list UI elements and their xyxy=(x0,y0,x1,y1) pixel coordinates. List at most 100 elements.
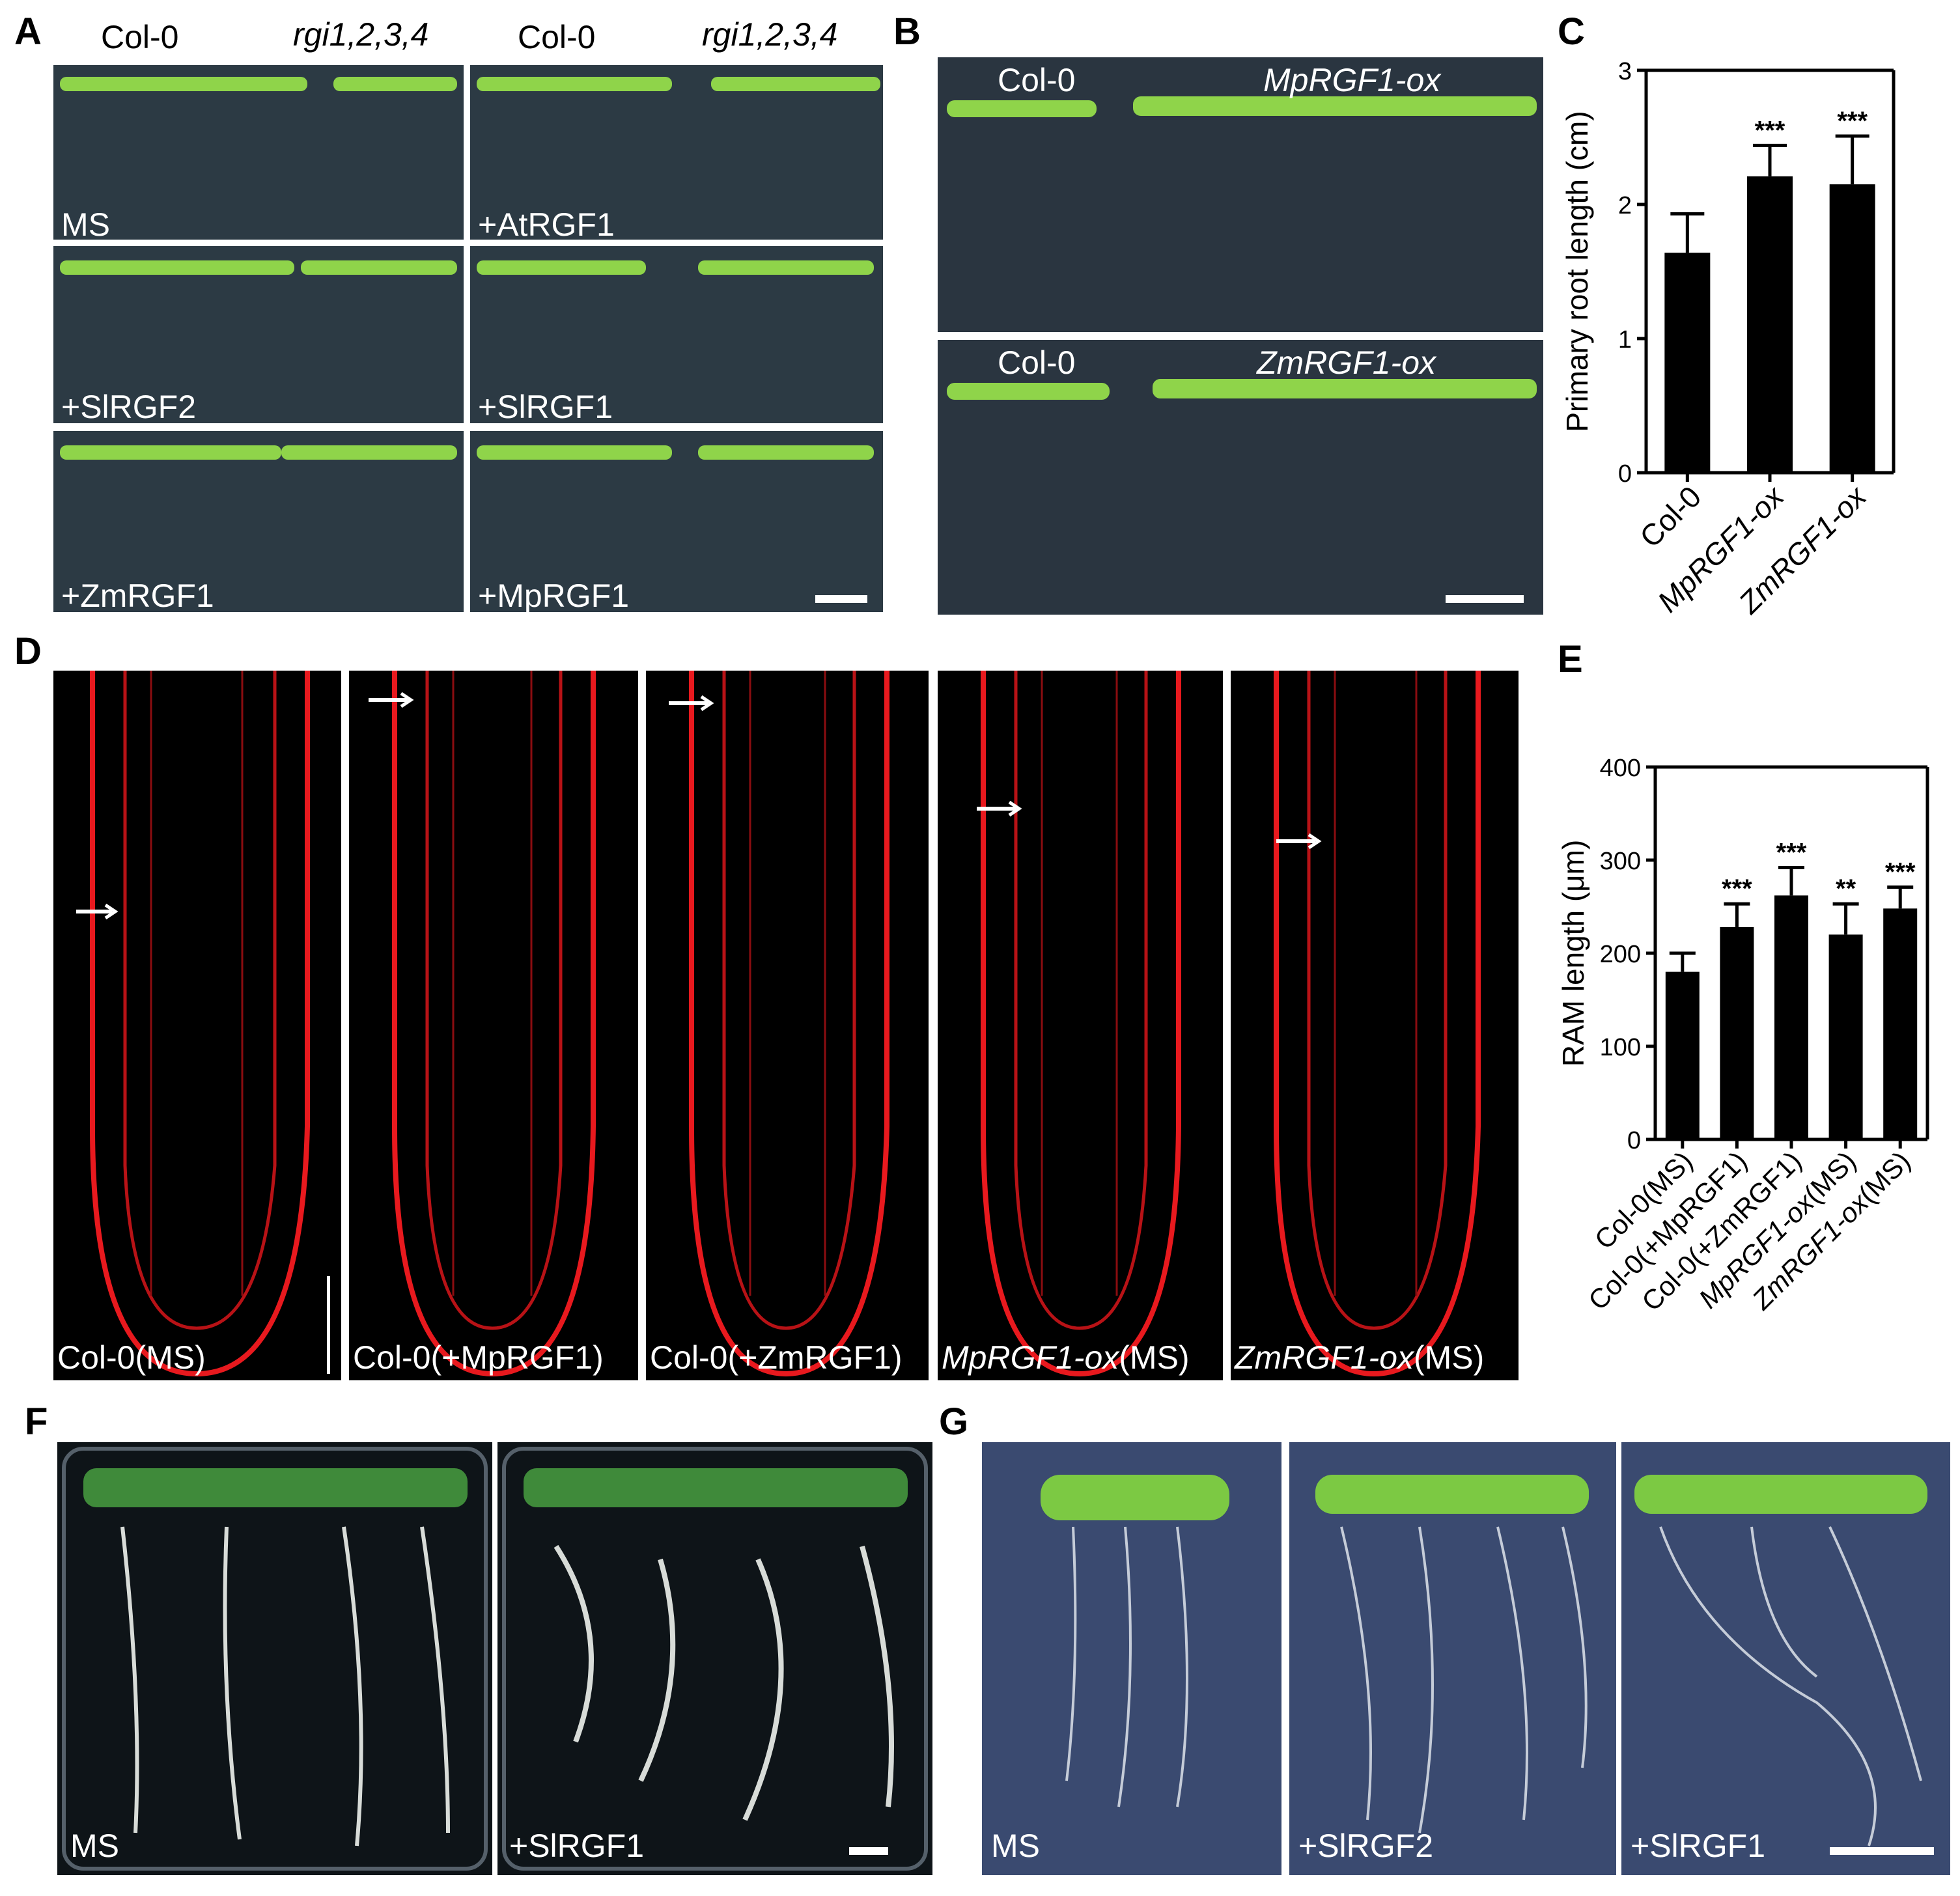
significance-label: *** xyxy=(1722,874,1752,903)
seedling-drawing xyxy=(477,445,874,460)
scale-bar xyxy=(1446,595,1524,603)
panel-label: E xyxy=(1558,638,1583,680)
bar xyxy=(1665,971,1700,1139)
panel-a-label-mprgf1: +MpRGF1 xyxy=(478,578,630,612)
panel-a-label-zmrgf1: +ZmRGF1 xyxy=(61,578,214,612)
panel-a-image-mprgf1: +MpRGF1 xyxy=(470,431,883,612)
panel-d-caption-prefix: Col-0 xyxy=(650,1339,728,1376)
panel-d-caption-prefix: MpRGF1-ox xyxy=(942,1339,1119,1376)
panel-a-label-ms: MS xyxy=(61,206,110,240)
y-axis-title: RAM length (μm) xyxy=(1556,840,1590,1067)
panel-label: C xyxy=(1558,10,1585,53)
panel-a-image-slrgf1: +SlRGF1 xyxy=(470,246,883,423)
y-tick-label: 3 xyxy=(1618,58,1632,85)
seedling-drawing xyxy=(477,77,880,91)
panel-b-image-zmrgf1-ox: Col-0 ZmRGF1-ox xyxy=(938,340,1543,615)
panel-d-caption-prefix: Col-0 xyxy=(57,1339,135,1376)
panel-label-g: G xyxy=(939,1401,969,1443)
significance-label: ** xyxy=(1836,874,1856,903)
panel-f-label-slrgf1: +SlRGF1 xyxy=(509,1828,645,1864)
panel-g-label-ms: MS xyxy=(991,1828,1040,1864)
significance-label: *** xyxy=(1837,107,1868,135)
seedling-drawing xyxy=(60,260,457,275)
scale-bar xyxy=(815,595,867,603)
significance-label: *** xyxy=(1885,857,1916,886)
panel-a-header-col0-left: Col-0 xyxy=(101,19,179,55)
panel-d-caption-suffix: (+MpRGF1) xyxy=(430,1339,604,1376)
panel-d-caption-prefix: Col-0 xyxy=(353,1339,431,1376)
panel-b-label-zmrgf1-ox: ZmRGF1-ox xyxy=(1257,344,1436,381)
panel-label-b: B xyxy=(893,10,921,53)
panel-a-image-zmrgf1: +ZmRGF1 xyxy=(53,431,464,612)
panel-d-caption-2: Col-0(+MpRGF1) xyxy=(353,1341,604,1374)
root-drawing xyxy=(1274,671,1481,1377)
panel-b-image-mprgf1-ox: Col-0 MpRGF1-ox xyxy=(938,57,1543,332)
seedling-drawing xyxy=(1634,1475,1927,1847)
bar xyxy=(1828,934,1863,1139)
seedling-drawing xyxy=(1315,1475,1589,1833)
panel-b-label-col0-bottom: Col-0 xyxy=(998,344,1076,381)
panel-d-caption-suffix: (MS) xyxy=(135,1339,206,1376)
seedling-drawing xyxy=(62,1447,488,1871)
panel-a-image-ms: MS xyxy=(53,65,464,240)
bar xyxy=(1774,895,1808,1139)
panel-f-image-ms: MS xyxy=(57,1442,492,1875)
y-tick-label: 0 xyxy=(1618,460,1632,488)
panel-d-image-1: Col-0(MS) xyxy=(53,671,341,1380)
significance-label: *** xyxy=(1776,838,1807,867)
scale-bar xyxy=(849,1847,888,1855)
panel-g-image-slrgf2: +SlRGF2 xyxy=(1289,1442,1616,1875)
seedling-drawing xyxy=(947,379,1537,400)
scale-bar xyxy=(1830,1847,1934,1855)
panel-label-a: A xyxy=(14,10,42,53)
panel-d-caption-suffix: (+ZmRGF1) xyxy=(727,1339,903,1376)
bar xyxy=(1747,176,1793,473)
y-tick-label: 400 xyxy=(1600,755,1641,782)
panel-d-caption-1: Col-0(MS) xyxy=(57,1341,206,1374)
panel-d-caption-suffix: (MS) xyxy=(1414,1339,1485,1376)
y-axis-title: Primary root length (cm) xyxy=(1560,111,1594,432)
panel-g-image-slrgf1: +SlRGF1 xyxy=(1621,1442,1950,1875)
category-label: Col-0 xyxy=(1633,479,1708,554)
significance-label: *** xyxy=(1755,116,1785,145)
panel-label-f: F xyxy=(25,1401,48,1443)
panel-d-caption-suffix: (MS) xyxy=(1119,1339,1190,1376)
seedling-drawing xyxy=(60,445,457,460)
panel-label-d: D xyxy=(14,630,42,673)
panel-a-label-slrgf1: +SlRGF1 xyxy=(478,389,613,423)
panel-g-label-slrgf2: +SlRGF2 xyxy=(1298,1828,1434,1864)
bar xyxy=(1829,184,1875,473)
scale-bar xyxy=(327,1276,330,1374)
y-tick-label: 200 xyxy=(1600,941,1641,968)
panel-a-header-rgi-left: rgi1,2,3,4 xyxy=(293,16,429,53)
panel-d-caption-5: ZmRGF1-ox(MS) xyxy=(1235,1341,1484,1374)
panel-a-header-col0-right: Col-0 xyxy=(518,19,596,55)
panel-d-image-3: Col-0(+ZmRGF1) xyxy=(646,671,929,1380)
y-tick-label: 1 xyxy=(1618,326,1632,354)
y-tick-label: 100 xyxy=(1600,1034,1641,1061)
root-drawing xyxy=(669,671,889,1377)
panel-d-image-2: Col-0(+MpRGF1) xyxy=(349,671,638,1380)
panel-b-label-mprgf1-ox: MpRGF1-ox xyxy=(1263,62,1441,98)
panel-d-image-5: ZmRGF1-ox(MS) xyxy=(1231,671,1519,1380)
y-tick-label: 2 xyxy=(1618,192,1632,219)
bar xyxy=(1720,927,1754,1139)
panel-b-label-col0-top: Col-0 xyxy=(998,62,1076,98)
panel-a-header-rgi-right: rgi1,2,3,4 xyxy=(702,16,838,53)
root-drawing xyxy=(977,671,1181,1377)
panel-a-image-atrgf1: +AtRGF1 xyxy=(470,65,883,240)
panel-d-caption-3: Col-0(+ZmRGF1) xyxy=(650,1341,903,1374)
root-drawing xyxy=(76,671,310,1377)
seedling-drawing xyxy=(947,96,1537,117)
bar xyxy=(1664,253,1711,473)
panel-d-caption-4: MpRGF1-ox(MS) xyxy=(942,1341,1190,1374)
panel-a-image-slrgf2: +SlRGF2 xyxy=(53,246,464,423)
panel-a-label-atrgf1: +AtRGF1 xyxy=(478,206,615,240)
panel-a-label-slrgf2: +SlRGF2 xyxy=(61,389,197,423)
panel-g-image-ms: MS xyxy=(982,1442,1281,1875)
panel-f-image-slrgf1: +SlRGF1 xyxy=(497,1442,932,1875)
seedling-drawing xyxy=(1041,1475,1229,1807)
y-tick-label: 300 xyxy=(1600,848,1641,875)
bar xyxy=(1883,908,1918,1139)
